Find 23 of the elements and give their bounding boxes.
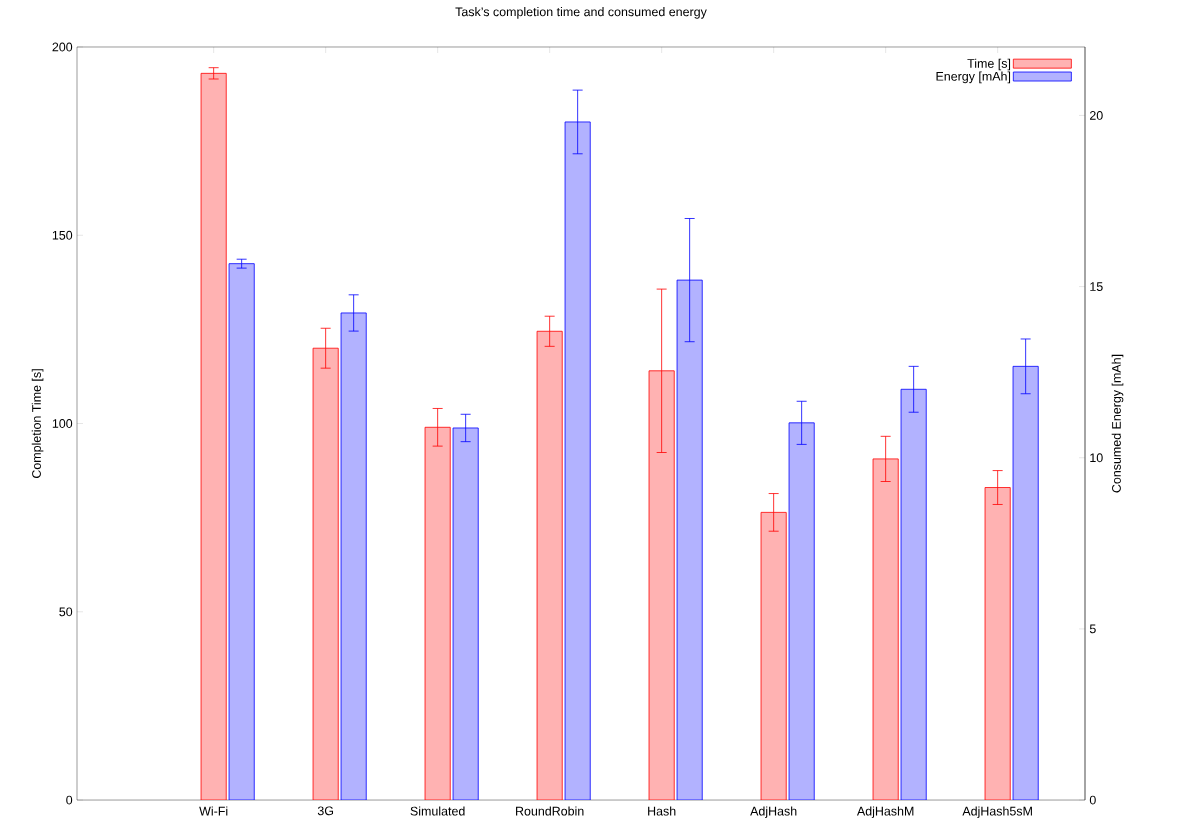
y2-tick-label: 15: [1090, 282, 1103, 291]
y2-tick-label: 5: [1089, 624, 1096, 634]
y-axis-title: Completion Time [s]: [31, 369, 44, 479]
y2-axis-title: Consumed Energy [mAh]: [1111, 354, 1124, 493]
x-tick-label: 3G: [317, 806, 334, 816]
y2-tick-label: 20: [1089, 111, 1103, 120]
y-tick-label: 200: [52, 42, 73, 52]
y2-tick-label: 0: [1089, 795, 1096, 805]
y-tick-label: 0: [66, 795, 73, 805]
x-tick-label: RoundRobin: [516, 806, 584, 816]
x-tick-label: AdjHash: [750, 806, 797, 818]
x-tick-label: AdjHashM: [856, 806, 914, 818]
y-tick-label: 100: [52, 419, 73, 428]
x-tick-label: Hash: [648, 806, 676, 816]
y-tick-label: 150: [52, 230, 73, 240]
x-tick-label: Simulated: [410, 806, 465, 816]
chart-title: Task’s completion time and consumed energy: [455, 7, 707, 19]
legend-label: Time [s]: [967, 58, 1011, 71]
x-tick-label: AdjHash5sM: [962, 806, 1032, 818]
legend-label: Energy [mAh]: [936, 71, 1011, 84]
y-tick-label: 50: [59, 607, 73, 617]
y2-tick-label: 10: [1090, 453, 1103, 463]
x-tick-label: Wi-Fi: [199, 806, 228, 816]
